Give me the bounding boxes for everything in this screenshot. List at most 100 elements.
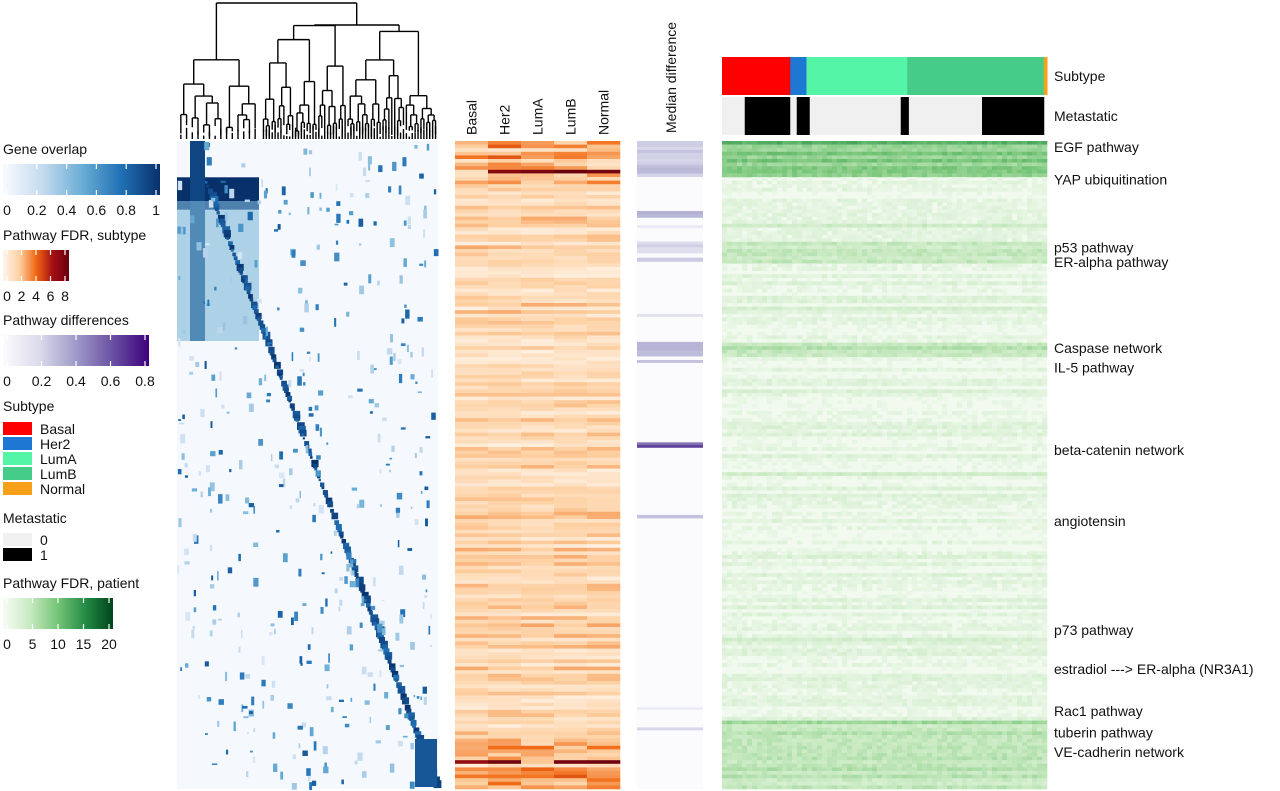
patient-fdr-cell	[1027, 317, 1033, 322]
gene-overlap-cell	[395, 632, 400, 641]
patient-fdr-cell	[842, 335, 848, 340]
patient-fdr-cell	[747, 285, 753, 289]
patient-fdr-cell	[917, 227, 923, 232]
gene-overlap-cell	[308, 413, 314, 417]
patient-fdr-cell	[1027, 346, 1033, 351]
subtype-fdr-cell	[455, 439, 489, 444]
subtype-fdr-cell	[587, 184, 621, 189]
subtype-fdr-cell	[587, 522, 621, 527]
patient-fdr-cell	[742, 180, 748, 185]
patient-fdr-cell	[832, 231, 838, 235]
gene-overlap-cell	[326, 684, 329, 689]
patient-fdr-cell	[822, 205, 828, 210]
gene-overlap-cell	[419, 173, 424, 179]
patient-fdr-cell	[852, 155, 858, 160]
subtype-fdr-cell	[521, 198, 555, 203]
gene-overlap-cell	[359, 285, 365, 295]
subtype-fdr-cell	[488, 252, 522, 257]
patient-fdr-cell	[927, 339, 933, 343]
patient-metastatic-segment	[796, 97, 811, 135]
subtype-fdr-cell	[455, 267, 489, 271]
patient-fdr-cell	[887, 256, 893, 261]
patient-fdr-cell	[857, 155, 863, 160]
gene-overlap-diagonal-cell	[409, 716, 414, 721]
gene-overlap-cell	[211, 374, 216, 381]
patient-fdr-cell	[822, 216, 828, 221]
patient-fdr-cell	[937, 173, 943, 178]
patient-fdr-cell	[942, 209, 948, 214]
subtype-fdr-cell	[521, 749, 555, 754]
subtype-fdr-cell	[488, 184, 522, 189]
patient-fdr-cell	[957, 205, 963, 210]
subtype-fdr-cell	[587, 411, 621, 415]
patient-fdr-cell	[957, 209, 963, 214]
patient-fdr-cell	[917, 281, 923, 286]
patient-fdr-cell	[822, 209, 828, 214]
subtype-fdr-cell	[554, 691, 588, 696]
patient-fdr-cell	[847, 339, 853, 343]
patient-fdr-cell	[1007, 342, 1013, 347]
patient-fdr-cell	[947, 227, 953, 232]
subtype-fdr-cell	[455, 313, 489, 318]
gene-overlap-cell	[407, 548, 413, 552]
gene-overlap-diagonal-cell	[321, 486, 325, 490]
patient-fdr-cell	[852, 166, 858, 171]
patient-fdr-cell	[1037, 324, 1043, 329]
patient-fdr-cell	[947, 166, 953, 171]
patient-fdr-cell	[727, 288, 733, 293]
patient-fdr-cell	[957, 313, 963, 318]
subtype-fdr-cell	[554, 771, 588, 775]
patient-fdr-cell	[847, 267, 853, 271]
patient-fdr-cell	[922, 209, 928, 214]
patient-fdr-cell	[772, 328, 778, 333]
patient-fdr-cell	[1012, 198, 1018, 203]
patient-fdr-cell	[837, 184, 843, 189]
patient-fdr-cell	[992, 339, 998, 343]
subtype-fdr-cell	[587, 162, 621, 167]
patient-fdr-cell	[952, 173, 958, 178]
patient-fdr-cell	[862, 173, 868, 178]
patient-fdr-cell	[892, 281, 898, 286]
patient-fdr-cell	[882, 148, 888, 153]
subtype-fdr-cell	[455, 166, 489, 171]
subtype-fdr-cell	[587, 785, 621, 790]
gene-overlap-cell	[238, 460, 243, 470]
patient-fdr-cell	[952, 288, 958, 293]
subtype-fdr-cell	[455, 724, 489, 729]
gene-overlap-cell	[374, 403, 380, 408]
patient-fdr-cell	[847, 241, 853, 246]
patient-fdr-cell	[832, 310, 838, 315]
patient-fdr-cell	[722, 259, 728, 264]
fdr-subtype-tick-label: 4	[32, 288, 40, 304]
patient-fdr-cell	[862, 166, 868, 171]
patient-fdr-cell	[742, 169, 748, 174]
patient-fdr-cell	[737, 202, 743, 207]
patient-fdr-cell	[1032, 346, 1038, 351]
subtype-fdr-cell	[455, 609, 489, 613]
gene-overlap-diagonal-cell	[269, 350, 275, 356]
gene-overlap-cell	[306, 768, 311, 776]
patient-fdr-cell	[777, 151, 783, 156]
patient-fdr-cell	[967, 256, 973, 261]
patient-fdr-cell	[772, 144, 778, 149]
patient-fdr-cell	[1042, 216, 1048, 221]
patient-fdr-cell	[992, 321, 998, 325]
patient-fdr-cell	[907, 187, 913, 192]
patient-fdr-cell	[807, 148, 813, 153]
patient-fdr-cell	[802, 151, 808, 156]
patient-fdr-cell	[1037, 317, 1043, 322]
patient-fdr-cell	[772, 198, 778, 203]
patient-fdr-cell	[917, 148, 923, 153]
subtype-fdr-cell	[521, 673, 555, 678]
patient-fdr-cell	[837, 151, 843, 156]
patient-fdr-cell	[962, 144, 968, 149]
patient-fdr-cell	[1032, 191, 1038, 196]
patient-fdr-cell	[812, 331, 818, 336]
gene-overlap-cell	[324, 762, 327, 771]
patient-fdr-cell	[912, 317, 918, 322]
gene-overlap-cell	[294, 611, 299, 621]
patient-fdr-cell	[822, 148, 828, 153]
patient-fdr-cell	[857, 238, 863, 243]
patient-fdr-cell	[922, 231, 928, 235]
patient-fdr-cell	[1022, 220, 1028, 225]
